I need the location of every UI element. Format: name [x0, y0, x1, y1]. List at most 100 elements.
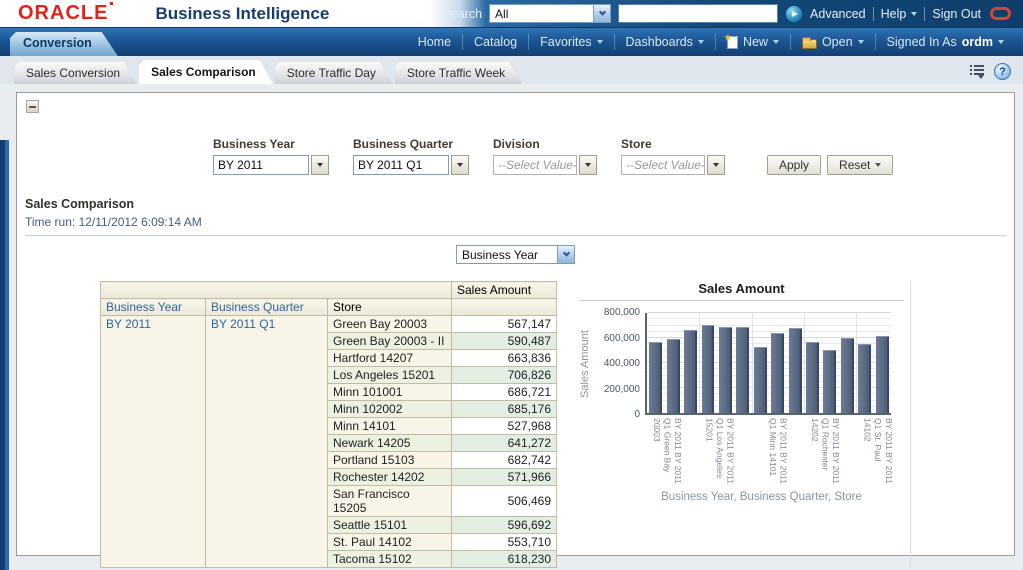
nav-item-favorites[interactable]: Favorites: [528, 34, 613, 50]
bar-seattle-15101[interactable]: [840, 338, 854, 413]
view-selector[interactable]: Business Year: [456, 245, 575, 264]
subtab-list: Sales Conversion Sales Comparison Store Tr…: [14, 60, 524, 84]
filter-combo: --Select Value--: [621, 155, 725, 175]
bar-tacoma-15102[interactable]: [875, 335, 889, 413]
nav-item-label: Home: [417, 35, 452, 49]
bar-slot: [682, 313, 699, 413]
apply-button[interactable]: Apply: [767, 155, 822, 175]
filter-combo: --Select Value--: [493, 155, 597, 175]
gridline: [856, 313, 858, 413]
dashboard-page-tab-conversion[interactable]: Conversion: [10, 32, 118, 56]
search-scope-dropdown-button[interactable]: [593, 5, 611, 22]
cell-sales-amount: 682,742: [451, 451, 557, 469]
chevron-down-icon: [875, 163, 882, 167]
advanced-link[interactable]: Advanced: [810, 6, 866, 21]
filter-combo: BY 2011: [213, 155, 329, 175]
search-go-button[interactable]: [785, 4, 804, 23]
bar-rochester-14202[interactable]: [806, 341, 819, 413]
table-row: Green Bay 20003 - II 590,487: [101, 332, 557, 350]
divider: [579, 300, 904, 301]
filter-label: Business Quarter: [353, 137, 454, 151]
store-dropdown-button[interactable]: [707, 155, 725, 175]
nav-item-dashboards[interactable]: Dashboards: [613, 34, 715, 50]
help-icon[interactable]: ?: [994, 63, 1011, 80]
gridline: [647, 330, 891, 332]
bar-green-bay-20003[interactable]: [649, 342, 663, 413]
reset-button[interactable]: Reset: [827, 155, 894, 175]
page-options-icon[interactable]: [970, 65, 985, 79]
tab-store-traffic-week[interactable]: Store Traffic Week: [395, 62, 522, 84]
chevron-down-icon: [457, 163, 463, 167]
bar-hartford-14207[interactable]: [684, 330, 697, 413]
gridline: [647, 380, 891, 382]
column-header-business-year[interactable]: Business Year: [100, 298, 206, 316]
column-header-store[interactable]: Store: [327, 298, 452, 316]
play-icon: [792, 10, 799, 17]
collapse-panel-button[interactable]: [26, 100, 39, 113]
division-dropdown-button[interactable]: [579, 155, 597, 175]
chart-body: Sales Amount 800,000 600,000 400,000 200,00…: [579, 307, 904, 420]
help-label: Help: [880, 6, 907, 21]
business-quarter-dropdown-button[interactable]: [451, 155, 469, 175]
column-header-business-quarter[interactable]: Business Quarter: [205, 298, 328, 316]
column-header-sales-amount[interactable]: Sales Amount: [451, 281, 557, 299]
chevron-down-icon: [998, 40, 1004, 44]
help-menu[interactable]: Help: [881, 7, 918, 21]
bar-st-paul-14102[interactable]: [858, 343, 872, 413]
division-input[interactable]: --Select Value--: [493, 155, 577, 175]
chevron-down-icon: [772, 40, 779, 44]
gridline: [751, 313, 753, 413]
bar-minn-101001[interactable]: [718, 327, 732, 413]
product-title: Business Intelligence: [155, 3, 330, 23]
divider: [25, 235, 1006, 236]
nav-item-home[interactable]: Home: [407, 34, 462, 50]
nav-item-open[interactable]: Open: [789, 34, 875, 50]
bar-portland-15103[interactable]: [788, 327, 802, 413]
nav-item-label: Favorites: [540, 35, 592, 49]
x-axis-label: BY 2011 BY 2011 Q1 Minn 14101: [767, 418, 789, 485]
table-row: Portland 15103 682,742: [101, 451, 557, 469]
chevron-down-icon: [585, 163, 591, 167]
nav-item-signed-in-as[interactable]: Signed In As ordm: [874, 34, 1015, 50]
x-axis-label: BY 2011 BY 2011 Q1 Green Bay 20003: [651, 418, 683, 485]
cell-business-year[interactable]: BY 2011: [100, 315, 206, 568]
nav-item-new[interactable]: New: [714, 34, 790, 50]
gridline: [647, 368, 891, 370]
view-selector-dropdown-button[interactable]: [557, 246, 574, 263]
business-year-dropdown-button[interactable]: [311, 155, 329, 175]
table-row: Los Angeles 15201 706,826: [101, 366, 557, 384]
business-year-input[interactable]: BY 2011: [213, 155, 309, 175]
cell-business-quarter[interactable]: BY 2011 Q1: [205, 315, 328, 568]
cell-store: Rochester 14202: [327, 468, 452, 486]
nav-item-label: Dashboards: [625, 35, 693, 49]
y-tick-label: 600,000: [603, 332, 640, 344]
tab-store-traffic-day[interactable]: Store Traffic Day: [275, 62, 393, 84]
business-quarter-input[interactable]: BY 2011 Q1: [353, 155, 449, 175]
search-scope-select[interactable]: All: [489, 4, 612, 23]
divider: [924, 6, 926, 21]
table-row: Newark 14205 641,272: [101, 434, 557, 452]
nav-item-catalog[interactable]: Catalog: [462, 34, 528, 50]
tab-sales-conversion[interactable]: Sales Conversion: [14, 62, 137, 84]
tab-sales-comparison[interactable]: Sales Comparison: [139, 60, 273, 84]
filter-label: Store: [621, 137, 652, 151]
bar-slot: [769, 313, 786, 413]
search-input[interactable]: [618, 4, 779, 23]
table-row: BY 2011 BY 2011 Q1 Green Bay 20003 567,147: [100, 315, 557, 568]
bar-slot: [664, 313, 681, 413]
bar-newark-14205[interactable]: [771, 332, 785, 413]
cell-store: Hartford 14207: [327, 349, 452, 367]
table-row: Hartford 14207 663,836: [101, 349, 557, 367]
chevron-down-icon: [317, 163, 323, 167]
nav-bar: Conversion Home Catalog Favorites Dashboard…: [0, 28, 1023, 56]
sign-out-link[interactable]: Sign Out: [932, 6, 981, 21]
left-edge-stripe: [5, 140, 9, 570]
store-input[interactable]: --Select Value--: [621, 155, 705, 175]
bar-san-francisco-15205[interactable]: [823, 349, 837, 413]
bar-minn-102002[interactable]: [736, 327, 750, 413]
table-row: San Francisco 15205 506,469: [101, 485, 557, 517]
bar-minn-14101[interactable]: [753, 347, 767, 413]
bar-green-bay-20003-ii[interactable]: [666, 339, 680, 413]
cell-store: Minn 14101: [327, 417, 452, 435]
bar-los-angeles-15201[interactable]: [701, 324, 715, 413]
